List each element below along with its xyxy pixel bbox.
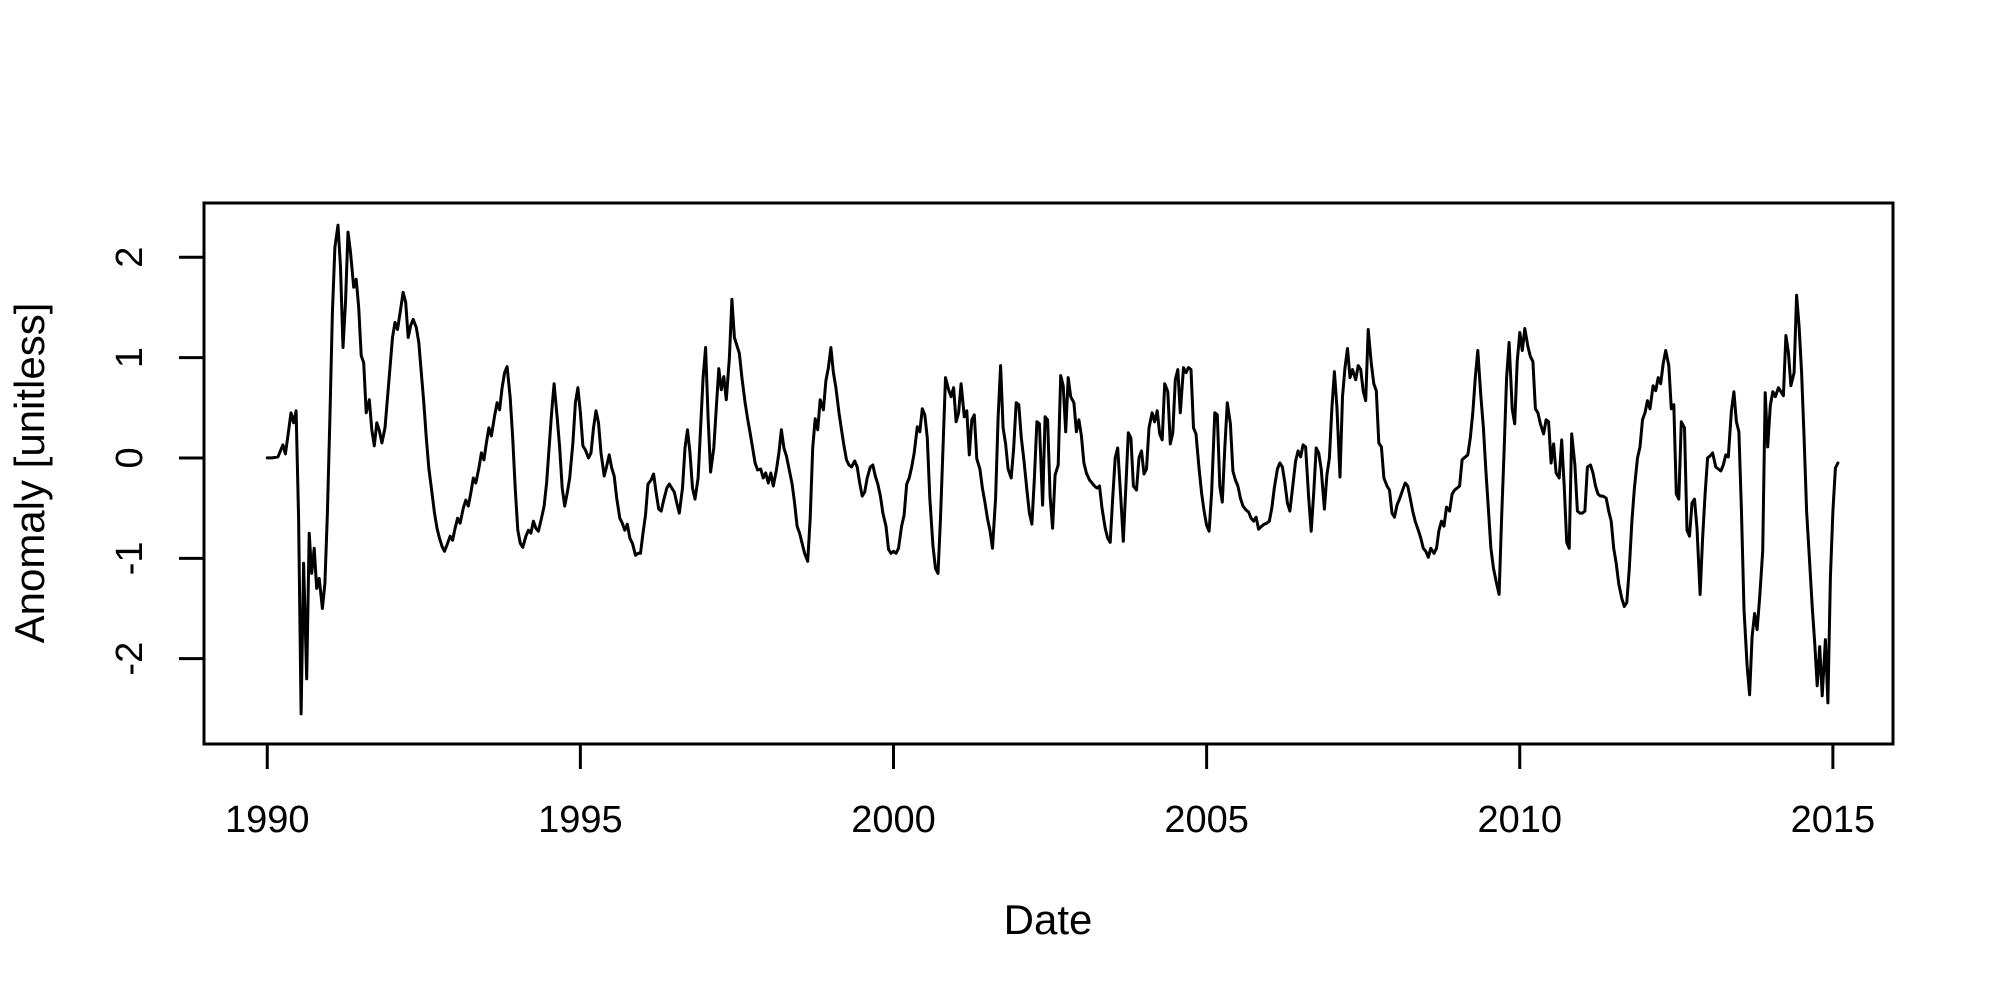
axis-tick-labels: 1990 1995 2000 2005 2010 2015 -2 -1 0 1 2: [109, 247, 1875, 841]
x-tick-label: 2000: [851, 799, 936, 841]
x-tick-label: 2010: [1477, 799, 1562, 841]
plot-border: [202, 201, 1895, 746]
y-tick-label: 0: [109, 447, 151, 468]
x-tick-label: 1995: [538, 799, 623, 841]
x-tick-label: 1990: [225, 799, 310, 841]
x-tick-label: 2005: [1164, 799, 1249, 841]
axis-ticks: [179, 255, 1835, 769]
y-tick-label: 1: [109, 347, 151, 368]
y-tick-label: -2: [109, 642, 151, 676]
y-tick-label: 2: [109, 247, 151, 268]
data-line: [265, 223, 1840, 716]
x-axis-title: Date: [1004, 896, 1093, 943]
y-tick-label: -1: [109, 541, 151, 575]
x-tick-label: 2015: [1791, 799, 1876, 841]
y-axis-title: Anomaly [unitless]: [6, 303, 53, 644]
